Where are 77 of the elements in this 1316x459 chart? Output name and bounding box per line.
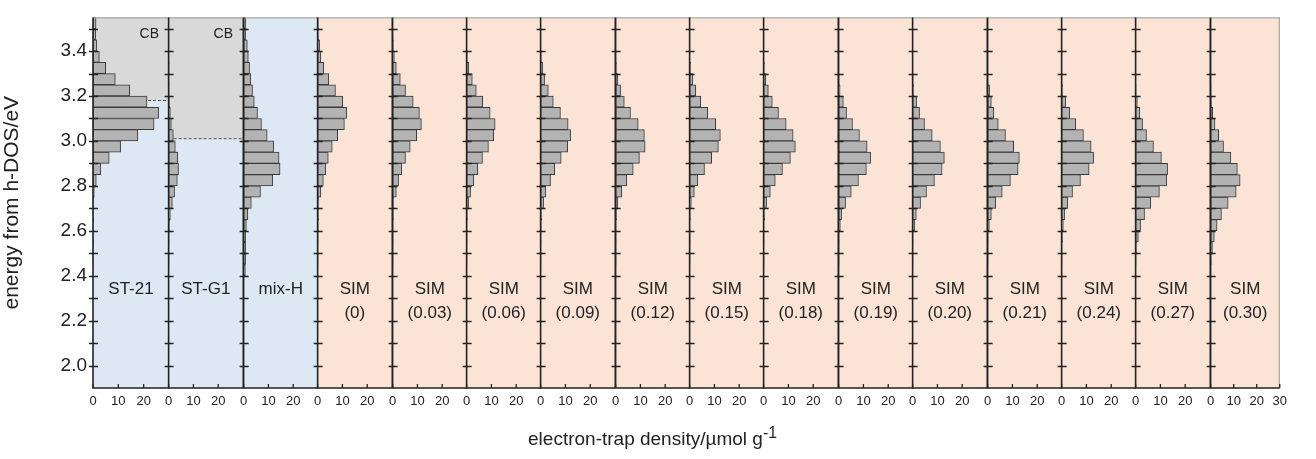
- x-tick-label: 10: [335, 393, 350, 409]
- annotation: ST-G1: [181, 279, 231, 299]
- x-tick-label: 0: [537, 393, 545, 409]
- x-tick-label: 20: [583, 393, 598, 409]
- x-tick-label: 10: [1226, 393, 1241, 409]
- x-tick-label: 10: [558, 393, 573, 409]
- x-tick-label: 30: [1272, 393, 1287, 409]
- x-tick-label: 0: [239, 393, 247, 409]
- x-tick-label: 0: [89, 393, 97, 409]
- x-tick-label: 0: [983, 393, 991, 409]
- y-tick-label: 3.2: [60, 84, 87, 106]
- x-tick-label: 0: [1132, 393, 1140, 409]
- x-tick-label: 20: [434, 393, 449, 409]
- x-tick-label: 20: [211, 393, 226, 409]
- annotation: SIM (0.09): [555, 279, 601, 323]
- x-tick-label: 20: [657, 393, 673, 409]
- x-tick-label: 10: [707, 393, 722, 409]
- y-tick-label: 3.4: [60, 39, 88, 61]
- band-label: CB: [139, 25, 159, 42]
- x-tick-label: 20: [136, 393, 151, 409]
- annotation: SIM (0.21): [1002, 279, 1047, 323]
- x-tick-label: 20: [1178, 393, 1193, 409]
- y-axis-title: energy from h-DOS/eV: [0, 95, 23, 310]
- annotation: SIM (0.12): [630, 279, 675, 323]
- y-tick-label: 2.0: [60, 353, 87, 375]
- y-tick-label: 2.2: [60, 308, 87, 330]
- y-tick-label: 2.8: [60, 174, 87, 196]
- x-tick-label: 0: [462, 393, 471, 409]
- annotation: SIM (0.19): [853, 279, 898, 323]
- annotation: SIM (0.18): [779, 279, 824, 323]
- band-label: CB: [213, 25, 234, 42]
- y-tick-label: 2.6: [60, 219, 87, 241]
- annotation: SIM (0.06): [481, 279, 526, 323]
- x-tick-label: 0: [1058, 393, 1066, 409]
- x-tick-label: 10: [930, 393, 945, 409]
- x-tick-label: 20: [1029, 393, 1045, 409]
- x-tick-label: 0: [686, 393, 694, 409]
- annotation: mix-H: [258, 279, 303, 299]
- x-tick-label: 10: [186, 393, 202, 409]
- x-tick-label: 20: [285, 393, 301, 409]
- x-tick-label: 20: [955, 393, 970, 409]
- x-tick-label: 20: [880, 393, 896, 409]
- y-tick-label: 2.4: [60, 263, 88, 285]
- y-tick-label: 3.0: [60, 129, 87, 151]
- annotation: SIM (0.27): [1150, 279, 1196, 323]
- x-tick-label: 10: [484, 393, 499, 409]
- x-axis-title: electron-trap density/µmol g$^{-1}$: [528, 424, 777, 451]
- annotation: SIM (0.30): [1222, 279, 1268, 323]
- x-tick-label: 10: [781, 393, 797, 409]
- annotation: SIM (0.15): [704, 279, 750, 323]
- x-tick-label: 20: [360, 393, 375, 409]
- x-tick-label: 0: [314, 393, 322, 409]
- x-tick-label: 0: [611, 393, 619, 409]
- annotation: SIM (0): [339, 279, 371, 323]
- x-tick-label: 0: [760, 393, 768, 409]
- x-tick-label: 10: [632, 393, 648, 409]
- x-tick-label: 10: [260, 393, 276, 409]
- x-tick-label: 0: [1206, 393, 1214, 409]
- x-tick-label: 20: [732, 393, 747, 409]
- x-tick-label: 20: [806, 393, 821, 409]
- x-tick-label: 10: [409, 393, 425, 409]
- annotation: ST-21: [108, 279, 154, 299]
- x-tick-label: 10: [1079, 393, 1094, 409]
- x-tick-label: 10: [1153, 393, 1169, 409]
- x-tick-label: 20: [1103, 393, 1119, 409]
- annotation: SIM (0.24): [1076, 279, 1122, 323]
- x-tick-label: 10: [1004, 393, 1020, 409]
- x-tick-label: 0: [909, 393, 917, 409]
- annotation: SIM (0.03): [407, 279, 452, 323]
- x-tick-label: 0: [834, 393, 843, 409]
- x-tick-label: 10: [856, 393, 871, 409]
- x-tick-label: 0: [165, 393, 173, 409]
- x-tick-label: 20: [1249, 393, 1264, 409]
- x-tick-label: 10: [111, 393, 126, 409]
- x-tick-label: 20: [508, 393, 524, 409]
- x-tick-label: 0: [388, 393, 396, 409]
- annotation: SIM (0.20): [927, 279, 973, 323]
